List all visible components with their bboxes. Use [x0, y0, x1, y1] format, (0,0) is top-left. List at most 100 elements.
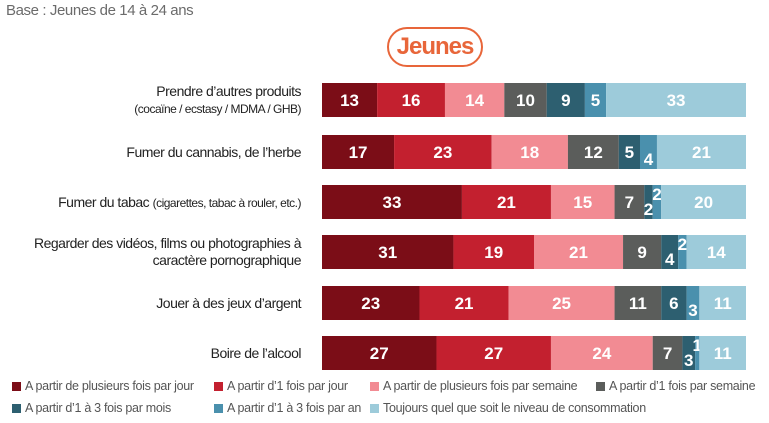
data-label: 3: [688, 301, 697, 320]
legend-swatch: [214, 381, 223, 391]
legend-label: A partir de plusieurs fois par semaine: [383, 379, 578, 393]
bar-segment: [550, 185, 615, 219]
data-label: 14: [465, 91, 484, 110]
data-label: 5: [591, 91, 600, 110]
category-label: Fumer du cannabis, de l’herbe: [126, 143, 301, 160]
bar-segment: [546, 83, 585, 117]
bar-segment: [661, 235, 679, 269]
bar-segment: [644, 185, 653, 219]
bar-segment: [322, 336, 437, 370]
legend-label: A partir d’1 fois par jour: [227, 379, 348, 393]
data-label: 9: [561, 91, 570, 110]
legend-label: A partir de plusieurs fois par jour: [25, 379, 194, 393]
bar-segment: [322, 135, 395, 169]
bar-segment: [322, 83, 378, 117]
bar-segment: [453, 235, 534, 269]
legend-item: A partir d’1 à 3 fois par an: [214, 401, 361, 415]
data-label: 2: [644, 200, 653, 219]
data-label: 12: [584, 143, 603, 162]
category-label: Prendre d’autres produits (cocaïne / ecst…: [134, 83, 301, 116]
bar-segment: [695, 336, 700, 370]
legend-item: Toujours quel que soit le niveau de cons…: [370, 401, 646, 415]
bar-segment: [678, 235, 687, 269]
bar-segment: [618, 135, 640, 169]
category-label: Regarder des vidéos, films ou photograph…: [33, 235, 302, 268]
data-label: 3: [684, 351, 693, 370]
bar-segment: [686, 286, 700, 320]
base-note: Base : Jeunes de 14 à 24 ans: [6, 2, 194, 19]
bar-segment: [508, 286, 615, 320]
data-label: 4: [644, 150, 654, 169]
data-label: 23: [433, 143, 452, 162]
data-label: 19: [484, 243, 503, 262]
data-label: 2: [678, 235, 687, 254]
legend-swatch: [596, 381, 605, 391]
bar-segment: [614, 185, 645, 219]
bar-segment: [550, 336, 653, 370]
bar-segment: [419, 286, 509, 320]
legend-item: A partir de plusieurs fois par semaine: [370, 379, 578, 393]
data-label: 33: [667, 91, 686, 110]
legend-item: A partir d’1 à 3 fois par mois: [12, 401, 171, 415]
data-label: 31: [378, 243, 397, 262]
bar-segment: [661, 185, 746, 219]
category-label: Fumer du tabac (cigarettes, tabac à roul…: [58, 193, 301, 210]
bar-segment: [377, 83, 445, 117]
data-label: 7: [663, 344, 672, 363]
legend-label: A partir d’1 à 3 fois par an: [227, 401, 362, 415]
legend-swatch: [12, 403, 21, 413]
bar-segment: [461, 185, 551, 219]
legend-label: A partir d’1 à 3 fois par mois: [25, 401, 171, 415]
legend-swatch: [370, 381, 379, 391]
legend-swatch: [370, 403, 379, 413]
data-label: 27: [370, 344, 389, 363]
data-label: 21: [497, 193, 516, 212]
data-label: 21: [569, 243, 588, 262]
legend-label: A partir d’1 fois par semaine: [609, 379, 756, 393]
legend-swatch: [214, 403, 223, 413]
bar-segment: [661, 286, 687, 320]
bar-segment: [491, 135, 568, 169]
bar-segment: [534, 235, 624, 269]
bar-segment: [504, 83, 547, 117]
data-label: 23: [361, 294, 380, 313]
data-label: 9: [637, 243, 646, 262]
bar-segment: [606, 83, 746, 117]
data-label: 15: [573, 193, 592, 212]
bar-segment: [394, 135, 492, 169]
legend-item: A partir d’1 fois par semaine: [596, 379, 756, 393]
bar-segment: [699, 286, 746, 320]
legend-item: A partir d’1 fois par jour: [214, 379, 348, 393]
bar-segment: [567, 135, 619, 169]
bar-segment: [686, 235, 746, 269]
data-label: 25: [552, 294, 571, 313]
legend-label: Toujours quel que soit le niveau de cons…: [383, 401, 646, 415]
data-label: 21: [455, 294, 474, 313]
data-label: 24: [592, 344, 611, 363]
data-label: 10: [516, 91, 535, 110]
data-label: 21: [692, 143, 711, 162]
data-label: 1: [693, 336, 702, 355]
bar-segment: [652, 185, 662, 219]
data-label: 33: [382, 193, 401, 212]
bar-segment: [614, 286, 662, 320]
data-label: 18: [520, 143, 539, 162]
bar-segment: [322, 185, 462, 219]
data-label: 11: [714, 294, 732, 313]
data-label: 16: [402, 91, 421, 110]
data-label: 6: [669, 294, 678, 313]
bar-segment: [623, 235, 662, 269]
data-label: 5: [625, 143, 634, 162]
bar-segment: [444, 83, 505, 117]
data-label: 27: [484, 344, 503, 363]
bar-segment: [322, 235, 454, 269]
population-badge: Jeunes: [387, 27, 483, 67]
bar-segment: [699, 336, 746, 370]
bar-segment: [640, 135, 657, 169]
data-label: 7: [625, 193, 634, 212]
data-label: 13: [340, 91, 359, 110]
data-label: 17: [349, 143, 368, 162]
category-label: Boire de l’alcool: [210, 344, 302, 361]
legend-item: A partir de plusieurs fois par jour: [12, 379, 194, 393]
